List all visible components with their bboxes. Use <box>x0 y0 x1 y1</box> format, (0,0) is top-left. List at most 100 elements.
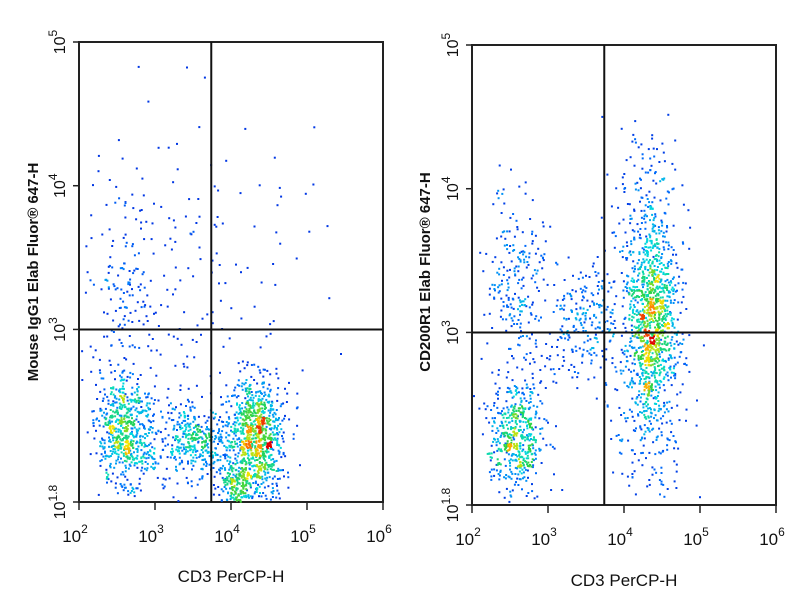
event-dot <box>266 450 269 453</box>
event-dot <box>110 329 113 332</box>
event-dot <box>127 281 130 284</box>
event-dot <box>673 480 676 483</box>
event-dot <box>510 404 513 407</box>
event-dot <box>473 395 475 398</box>
event-dot <box>639 346 642 349</box>
event-dot <box>191 338 194 341</box>
event-dot <box>102 397 105 400</box>
event-dot <box>143 445 146 448</box>
event-dot <box>240 496 243 499</box>
event-dot <box>643 325 646 328</box>
event-dot <box>245 488 248 491</box>
event-dot <box>649 349 652 352</box>
event-dot <box>576 376 579 379</box>
event-dot <box>240 271 242 274</box>
event-dot <box>494 417 496 420</box>
event-dot <box>680 301 683 304</box>
event-dot <box>130 444 133 447</box>
event-dot <box>122 236 125 239</box>
event-dot <box>489 459 492 462</box>
event-dot <box>647 385 650 388</box>
event-dot <box>641 374 644 377</box>
event-dot <box>506 442 509 445</box>
event-dot <box>268 464 271 467</box>
event-dot <box>651 352 654 355</box>
event-dot <box>667 273 670 275</box>
event-dot <box>275 459 278 462</box>
event-dot <box>238 482 241 485</box>
event-dot <box>136 462 139 465</box>
event-dot <box>497 390 499 393</box>
event-dot <box>215 471 218 474</box>
event-dot <box>135 462 137 465</box>
event-dot <box>264 471 267 474</box>
event-dot <box>633 354 636 357</box>
event-dot <box>272 458 275 461</box>
event-dot <box>128 410 131 413</box>
event-dot <box>121 406 124 409</box>
event-dot <box>535 315 538 318</box>
event-dot <box>656 380 659 383</box>
event-dot <box>499 412 502 415</box>
event-dot <box>650 317 653 320</box>
event-dot <box>144 443 147 446</box>
event-dot <box>110 391 113 394</box>
event-dot <box>643 209 646 212</box>
event-dot <box>219 472 222 475</box>
event-dot <box>120 424 123 427</box>
event-dot <box>243 457 245 460</box>
event-dot <box>515 386 518 388</box>
event-dot <box>637 274 640 277</box>
event-dot <box>264 435 267 438</box>
event-dot <box>673 365 676 368</box>
event-dot <box>529 394 532 397</box>
event-dot <box>252 457 255 460</box>
event-dot <box>99 440 102 443</box>
event-dot <box>630 279 633 282</box>
event-dot <box>292 437 295 440</box>
event-dot <box>127 407 130 410</box>
event-dot <box>501 410 503 413</box>
event-dot <box>129 441 132 443</box>
event-dot <box>246 266 249 269</box>
event-dot <box>490 452 493 455</box>
event-dot <box>133 400 136 403</box>
event-dot <box>168 217 171 220</box>
event-dot <box>642 340 645 343</box>
event-dot <box>124 202 127 204</box>
event-dot <box>243 471 246 474</box>
event-dot <box>510 417 513 420</box>
event-dot <box>173 427 175 430</box>
event-dot <box>646 393 649 396</box>
event-dot <box>675 441 677 444</box>
event-dot <box>662 316 665 319</box>
event-dot <box>647 205 650 208</box>
event-dot <box>129 371 132 374</box>
event-dot <box>533 452 536 455</box>
event-dot <box>629 381 632 384</box>
event-dot <box>164 244 167 247</box>
event-dot <box>685 308 688 310</box>
event-dot <box>115 397 118 400</box>
event-dot <box>147 408 150 411</box>
event-dot <box>262 492 265 494</box>
event-dot <box>144 409 147 412</box>
event-dot <box>519 403 522 406</box>
event-dot <box>644 213 647 216</box>
event-dot <box>186 355 189 358</box>
event-dot <box>292 433 295 436</box>
event-dot <box>184 436 187 439</box>
event-dot <box>191 405 194 408</box>
event-dot <box>90 370 93 373</box>
event-dot <box>593 314 595 317</box>
event-dot <box>507 449 509 452</box>
event-dot <box>225 159 228 162</box>
event-dot <box>502 426 505 429</box>
event-dot <box>128 457 131 460</box>
event-dot <box>630 346 633 349</box>
event-dot <box>535 439 537 442</box>
event-dot <box>220 420 223 423</box>
event-dot <box>658 359 661 362</box>
event-dot <box>132 207 135 210</box>
event-dot <box>519 397 522 400</box>
